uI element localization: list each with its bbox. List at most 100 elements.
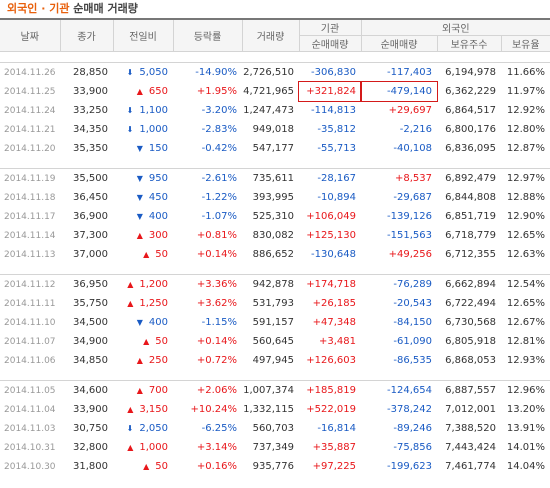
change-cell: ⬇ 5,050 — [113, 63, 173, 83]
rate-cell: -0.42% — [201, 143, 237, 154]
group-separator-cell — [0, 264, 550, 275]
arrow-down-icon: ⬇ — [126, 106, 134, 115]
title-investor-label: 외국인 · 기관 — [7, 2, 70, 15]
volume-cell: 525,310 — [252, 211, 294, 222]
ratio-cell: 12.90% — [506, 211, 546, 222]
arrow-up-icon: ▲ — [127, 443, 134, 452]
change-value: 50 — [155, 249, 168, 260]
group-separator-cell — [0, 370, 550, 381]
foreign-net-cell: +8,537 — [394, 173, 432, 184]
date-cell: 2014.11.25 — [4, 86, 56, 97]
holdings-cell: 7,012,001 — [445, 404, 496, 415]
rate-cell: +3.36% — [196, 279, 237, 290]
change-cell: ▼ 400 — [113, 207, 173, 226]
inst-net-cell: -10,894 — [317, 192, 356, 203]
rate-cell: -1.07% — [201, 211, 237, 222]
ratio-cell: 11.66% — [506, 67, 546, 78]
close-cell: 37,000 — [73, 249, 108, 260]
ratio-cell: 13.91% — [506, 423, 546, 434]
inst-net-cell: +174,718 — [306, 279, 356, 290]
holdings-cell: 6,836,095 — [445, 143, 496, 154]
volume-cell: 1,332,115 — [243, 404, 294, 415]
header-change: 전일비 — [112, 18, 173, 52]
change-value: 450 — [148, 192, 168, 203]
date-cell: 2014.11.26 — [4, 67, 56, 78]
rate-cell: +0.14% — [196, 336, 237, 347]
volume-cell: 560,645 — [252, 336, 294, 347]
date-cell: 2014.11.06 — [4, 355, 56, 366]
close-cell: 35,750 — [73, 298, 108, 309]
holdings-cell: 6,864,517 — [445, 105, 496, 116]
rate-cell: -3.20% — [201, 105, 237, 116]
table-row: 2014.11.10 34,500 ▼ 400 -1.15% 591,157 +47,348… — [0, 313, 550, 332]
trading-volume-table: 날짜 종가 전일비 등락률 거래량 기관 외국인 순매매량 순매매량 보유주수 … — [0, 18, 550, 476]
rate-cell: -14.90% — [195, 67, 237, 78]
change-value: 1,000 — [139, 442, 168, 453]
inst-net-cell: -16,814 — [317, 423, 356, 434]
foreign-net-cell: -117,403 — [387, 67, 432, 78]
close-cell: 36,450 — [73, 192, 108, 203]
change-value: 150 — [148, 143, 168, 154]
inst-net-cell: +97,225 — [312, 461, 356, 472]
holdings-cell: 6,362,229 — [445, 86, 496, 97]
table-row: 2014.11.06 34,850 ▲ 250 +0.72% 497,945 +126,60… — [0, 351, 550, 370]
header-foreign: 외국인 — [360, 18, 550, 36]
table-subheader-row: 순매매량 순매매량 보유주수 보유율 — [0, 35, 550, 52]
change-cell: ▼ 450 — [113, 188, 173, 207]
volume-cell: 935,776 — [252, 461, 294, 472]
volume-cell: 2,726,510 — [243, 67, 294, 78]
holdings-cell: 6,722,494 — [445, 298, 496, 309]
close-cell: 35,500 — [73, 173, 108, 184]
holdings-cell: 6,718,779 — [445, 230, 496, 241]
ratio-cell: 12.87% — [506, 143, 546, 154]
volume-cell: 1,007,374 — [243, 385, 294, 396]
change-value: 1,000 — [139, 124, 168, 135]
rate-cell: -1.22% — [201, 192, 237, 203]
date-cell: 2014.11.19 — [4, 173, 56, 184]
arrow-up-icon: ▲ — [136, 87, 143, 96]
ratio-cell: 13.20% — [506, 404, 546, 415]
arrow-up-icon: ▲ — [143, 250, 150, 259]
change-cell: ▼ 150 — [113, 139, 173, 158]
ratio-cell: 12.81% — [506, 336, 546, 347]
rate-cell: -2.61% — [201, 173, 237, 184]
inst-net-cell: +185,819 — [306, 385, 356, 396]
change-cell: ▲ 250 — [113, 351, 173, 370]
arrow-down-icon: ⬇ — [126, 68, 134, 77]
date-cell: 2014.11.07 — [4, 336, 56, 347]
date-cell: 2014.11.14 — [4, 230, 56, 241]
holdings-cell: 6,868,053 — [445, 355, 496, 366]
date-cell: 2014.11.10 — [4, 317, 56, 328]
group-separator — [0, 264, 550, 275]
rate-cell: +10.24% — [190, 404, 237, 415]
change-cell: ▲ 50 — [113, 245, 173, 264]
header-ratio: 보유율 — [500, 35, 550, 52]
foreign-net-cell: +29,697 — [388, 105, 432, 116]
foreign-net-cell: -151,563 — [387, 230, 432, 241]
change-value: 400 — [148, 211, 168, 222]
table-row: 2014.11.26 28,850 ⬇ 5,050 -14.90% 2,726,510 -3… — [0, 63, 550, 83]
date-cell: 2014.11.18 — [4, 192, 56, 203]
inst-net-cell: -114,813 — [311, 105, 356, 116]
close-cell: 32,800 — [73, 442, 108, 453]
foreign-net-cell: -29,687 — [393, 192, 432, 203]
close-cell: 31,800 — [73, 461, 108, 472]
inst-net-cell: -55,713 — [317, 143, 356, 154]
date-cell: 2014.11.20 — [4, 143, 56, 154]
close-cell: 36,950 — [73, 279, 108, 290]
rate-cell: -6.25% — [201, 423, 237, 434]
rate-cell: +1.95% — [196, 86, 237, 97]
table-row: 2014.11.21 34,350 ⬇ 1,000 -2.83% 949,018 -35,8… — [0, 120, 550, 139]
date-cell: 2014.11.11 — [4, 298, 56, 309]
ratio-cell: 12.80% — [506, 124, 546, 135]
header-close: 종가 — [59, 18, 113, 52]
foreign-net-cell: -40,108 — [393, 143, 432, 154]
volume-cell: 1,247,473 — [243, 105, 294, 116]
holdings-cell: 6,712,355 — [445, 249, 496, 260]
change-value: 700 — [148, 385, 168, 396]
table-row: 2014.11.05 34,600 ▲ 700 +2.06% 1,007,374 +185,… — [0, 381, 550, 401]
arrow-down-icon: ▼ — [136, 318, 143, 327]
arrow-down-icon: ▼ — [136, 174, 143, 183]
table-row: 2014.11.03 30,750 ⬇ 2,050 -6.25% 560,703 -16,8… — [0, 419, 550, 438]
volume-cell: 497,945 — [252, 355, 294, 366]
